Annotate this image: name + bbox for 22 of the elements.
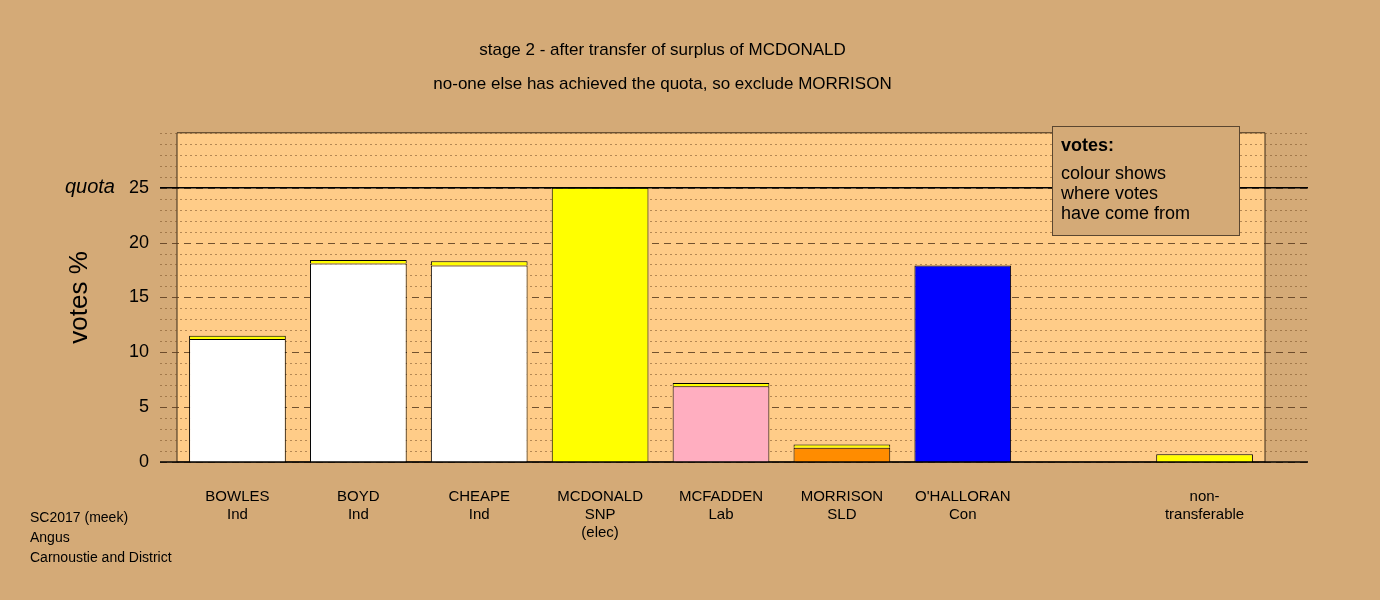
ref-line-label: quota <box>64 175 115 198</box>
y-tick-label: 5 <box>138 396 149 417</box>
chart-title: stage 2 - after transfer of surplus of MCDONALD <box>479 39 846 59</box>
x-tick-label: BOWLES Ind <box>205 487 270 523</box>
annotation: votes: <box>1061 135 1115 155</box>
y-tick-label: 20 <box>128 231 149 252</box>
x-tick-label: MORRISON SLD <box>800 487 884 523</box>
text: SC2017 (meek) Angus Carnoustie and District <box>30 508 172 567</box>
y-tick-label: 10 <box>128 341 149 362</box>
annotation: colour shows where votes have come from <box>1061 163 1192 223</box>
x-tick-label: CHEAPE Ind <box>448 487 511 523</box>
x-tick-label: MCFADDEN Lab <box>678 487 764 523</box>
x-tick-label: non- transferable <box>1164 487 1245 523</box>
note-box: votes: colour shows where votes have come from <box>1052 126 1240 236</box>
y-axis-title: votes % <box>62 251 93 344</box>
x-tick-label: MCDONALD SNP (elec) <box>557 487 644 541</box>
y-tick-label: 0 <box>138 450 149 471</box>
chart-subtitle: no-one else has achieved the quota, so exclude MORRISON <box>433 74 892 94</box>
x-tick-label: BOYD Ind <box>337 487 380 523</box>
x-tick-label: O'HALLORAN Con <box>915 487 1011 523</box>
y-tick-label: 15 <box>128 286 149 307</box>
y-tick-label: 25 <box>128 176 149 197</box>
